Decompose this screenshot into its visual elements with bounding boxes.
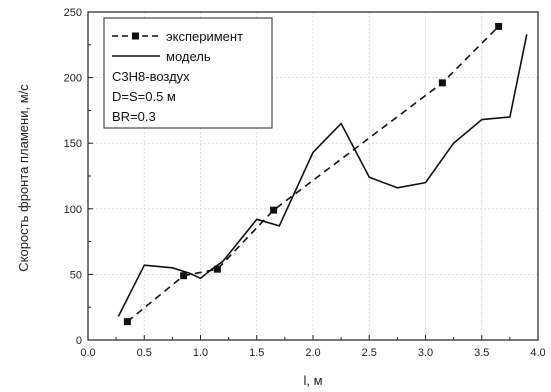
y-tick-label: 150 [64, 138, 82, 150]
x-tick-label: 3.5 [474, 347, 489, 359]
grid [88, 12, 538, 340]
y-tick-label: 200 [64, 73, 82, 85]
x-tick-label: 1.0 [193, 347, 208, 359]
legend-annotation-size: D=S=0.5 м [112, 89, 176, 104]
y-tick-label: 100 [64, 204, 82, 216]
legend: эксперимент модель C3H8-воздух D=S=0.5 м… [103, 17, 273, 129]
series-line-0 [126, 25, 500, 323]
x-tick-label: 4.0 [530, 347, 545, 359]
legend-annotation-gas: C3H8-воздух [112, 69, 190, 84]
legend-annotation-br: BR=0.3 [112, 109, 156, 124]
x-ticks: 0.0 0.5 1.0 1.5 2.0 2.5 3.0 3.5 4.0 [80, 335, 546, 359]
series-line-1 [117, 34, 528, 317]
series-point-0 [438, 79, 446, 87]
x-tick-label: 2.0 [305, 347, 320, 359]
legend-experiment-label: эксперимент [166, 29, 243, 44]
x-tick-label: 2.5 [362, 347, 377, 359]
x-tick-label: 3.0 [418, 347, 433, 359]
y-ticks: 0 50 100 150 200 250 [64, 7, 93, 347]
legend-experiment-marker [132, 32, 139, 40]
y-tick-label: 0 [76, 335, 82, 347]
y-tick-label: 250 [64, 7, 82, 19]
y-tick-label: 50 [70, 269, 82, 281]
series-point-0 [270, 206, 278, 214]
x-tick-label: 1.5 [249, 347, 264, 359]
y-axis-label: Скорость фронта пламени, м/с [16, 84, 31, 272]
x-tick-label: 0.5 [137, 347, 152, 359]
series-point-0 [123, 318, 131, 326]
series-point-0 [180, 272, 188, 280]
x-axis-label: l, м [303, 373, 322, 388]
series-point-0 [495, 22, 503, 30]
x-tick-label: 0.0 [80, 347, 95, 359]
legend-model-label: модель [166, 49, 211, 64]
series-point-0 [213, 265, 221, 273]
series-layer [117, 22, 528, 326]
